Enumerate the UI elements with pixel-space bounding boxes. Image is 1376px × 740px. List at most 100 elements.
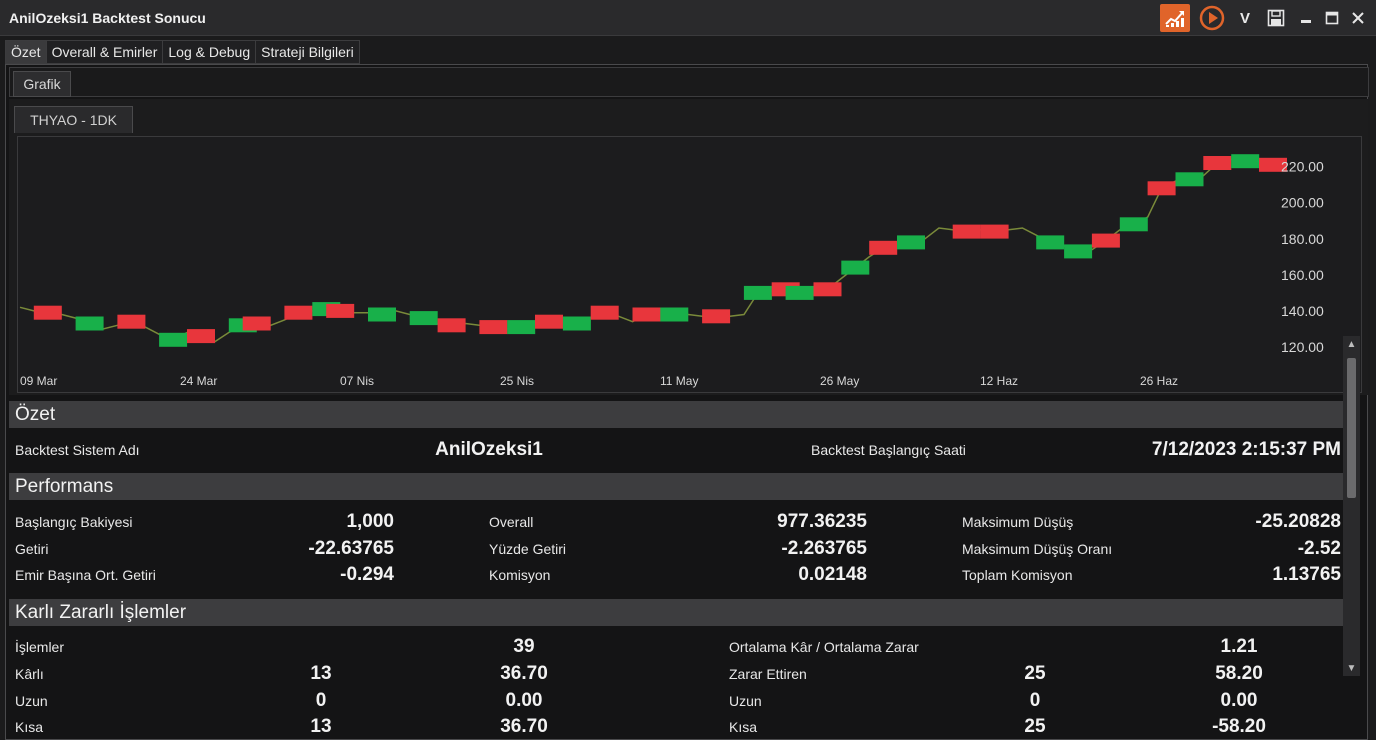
perf-label: Emir Başına Ort. Getiri	[15, 567, 156, 583]
perf-value: 1.13765	[1272, 564, 1341, 585]
title-bar: AnilOzeksi1 Backtest Sonucu V	[0, 0, 1376, 36]
perf-label: Komisyon	[489, 567, 551, 583]
trade-count: 25	[1024, 716, 1046, 737]
tab-strateji-bilgileri[interactable]: Strateji Bilgileri	[255, 40, 360, 64]
main-tabs: Özet Overall & Emirler Log & Debug Strat…	[5, 40, 360, 64]
trade-label: Zarar Ettiren	[729, 666, 807, 682]
x-tick-label: 24 Mar	[180, 374, 217, 388]
summary-panel: Özet Backtest Sistem Adı AnilOzeksi1 Bac…	[9, 401, 1347, 740]
ortalama-value: 1.21	[1220, 636, 1258, 657]
v-button[interactable]: V	[1239, 9, 1250, 27]
tab-log-debug[interactable]: Log & Debug	[162, 40, 257, 64]
scroll-up-icon[interactable]: ▲	[1346, 338, 1357, 350]
trade-count: 0	[1029, 690, 1041, 711]
perf-label: Toplam Komisyon	[962, 567, 1073, 583]
ozet-header: Özet	[9, 401, 1347, 428]
sell-marker	[702, 309, 731, 324]
sell-marker	[535, 314, 563, 329]
tab-content: Grafik THYAO - 1DK 120.00 140.00 160.00 180…	[5, 64, 1369, 740]
perf-value: 0.02148	[798, 564, 867, 585]
sell-marker	[33, 305, 62, 320]
close-icon	[1352, 12, 1364, 24]
maximize-button[interactable]	[1322, 4, 1342, 32]
perf-label: Overall	[489, 514, 534, 530]
sell-marker	[326, 303, 355, 318]
buy-marker	[897, 235, 925, 250]
sell-marker	[813, 282, 842, 297]
buy-marker	[1119, 217, 1148, 232]
start-time-value: 7/12/2023 2:15:37 PM	[1151, 439, 1341, 460]
perf-value: -0.294	[340, 564, 394, 585]
sell-marker	[1091, 233, 1120, 248]
karli-zararli-header: Karlı Zararlı İşlemler	[9, 599, 1347, 626]
play-icon	[1199, 5, 1225, 31]
window-title: AnilOzeksi1 Backtest Sonucu	[9, 10, 206, 26]
trade-value: 0.00	[1220, 690, 1258, 711]
sell-marker	[284, 305, 313, 320]
chart-tab-thyao[interactable]: THYAO - 1DK	[14, 106, 133, 133]
sell-marker	[479, 320, 508, 335]
buy-marker	[1064, 244, 1093, 259]
y-tick-label: 200.00	[1281, 195, 1324, 211]
chart-panel: THYAO - 1DK 120.00 140.00 160.00 180.00 200.…	[9, 99, 1368, 395]
subtab-grafik[interactable]: Grafik	[13, 71, 71, 97]
islemler-label: İşlemler	[15, 639, 65, 655]
trade-value: 58.20	[1215, 663, 1263, 684]
play-icon-button[interactable]	[1196, 4, 1228, 32]
sell-marker	[1147, 181, 1176, 196]
minimize-button[interactable]	[1296, 4, 1316, 32]
trade-label: Kârlı	[15, 666, 44, 682]
buy-marker	[507, 320, 536, 335]
y-tick-label: 160.00	[1281, 267, 1324, 283]
tab-overall-emirler[interactable]: Overall & Emirler	[45, 40, 164, 64]
perf-value: -22.63765	[308, 538, 394, 559]
trade-label: Uzun	[15, 693, 48, 709]
perf-label: Yüzde Getiri	[489, 541, 567, 557]
trade-value: 36.70	[500, 716, 548, 737]
tab-ozet[interactable]: Özet	[5, 40, 47, 64]
buy-marker	[1036, 235, 1065, 250]
buy-marker	[841, 260, 870, 275]
system-name-value: AnilOzeksi1	[435, 439, 543, 460]
sell-marker	[952, 224, 981, 239]
trade-count: 13	[310, 663, 332, 684]
buy-marker	[660, 307, 689, 322]
x-tick-label: 26 May	[820, 374, 859, 388]
save-icon	[1267, 9, 1285, 27]
chart-icon-button[interactable]	[1160, 4, 1190, 32]
perf-label: Başlangıç Bakiyesi	[15, 514, 133, 530]
performans-header: Performans	[9, 473, 1347, 500]
x-tick-label: 11 May	[660, 374, 698, 388]
x-tick-label: 07 Nis	[340, 374, 374, 388]
sell-marker	[869, 240, 898, 255]
buy-marker	[562, 316, 591, 331]
sell-marker	[980, 224, 1009, 239]
ortalama-label: Ortalama Kâr / Ortalama Zarar	[729, 639, 919, 655]
summary-scrollbar[interactable]: ▲ ▼	[1343, 336, 1360, 676]
close-button[interactable]	[1348, 4, 1368, 32]
trade-value: 36.70	[500, 663, 548, 684]
x-tick-label: 12 Haz	[980, 374, 1018, 388]
scroll-down-icon[interactable]: ▼	[1346, 662, 1357, 674]
save-icon-button[interactable]	[1264, 4, 1288, 32]
buy-marker	[743, 285, 772, 300]
scrollbar-thumb[interactable]	[1347, 358, 1356, 498]
x-tick-label: 09 Mar	[20, 374, 57, 388]
price-chart[interactable]: 120.00 140.00 160.00 180.00 200.00 220.00 09 M…	[17, 136, 1362, 393]
sell-marker	[437, 318, 466, 333]
start-time-label: Backtest Başlangıç Saati	[811, 442, 966, 458]
perf-value: -2.263765	[781, 538, 867, 559]
sell-marker	[117, 314, 146, 329]
buy-marker	[409, 311, 438, 326]
subtab-strip: Grafik	[9, 67, 1369, 97]
sell-marker	[1203, 156, 1232, 170]
sell-marker	[187, 329, 215, 344]
trade-value: 0.00	[505, 690, 543, 711]
trade-value: -58.20	[1212, 716, 1266, 737]
perf-value: -25.20828	[1255, 511, 1341, 532]
perf-label: Maksimum Düşüş	[962, 514, 1074, 530]
chart-svg: 120.00 140.00 160.00 180.00 200.00 220.00 09 M…	[19, 154, 1324, 388]
buy-marker	[785, 285, 814, 300]
minimize-icon	[1301, 20, 1311, 23]
chart-icon	[1165, 11, 1184, 27]
